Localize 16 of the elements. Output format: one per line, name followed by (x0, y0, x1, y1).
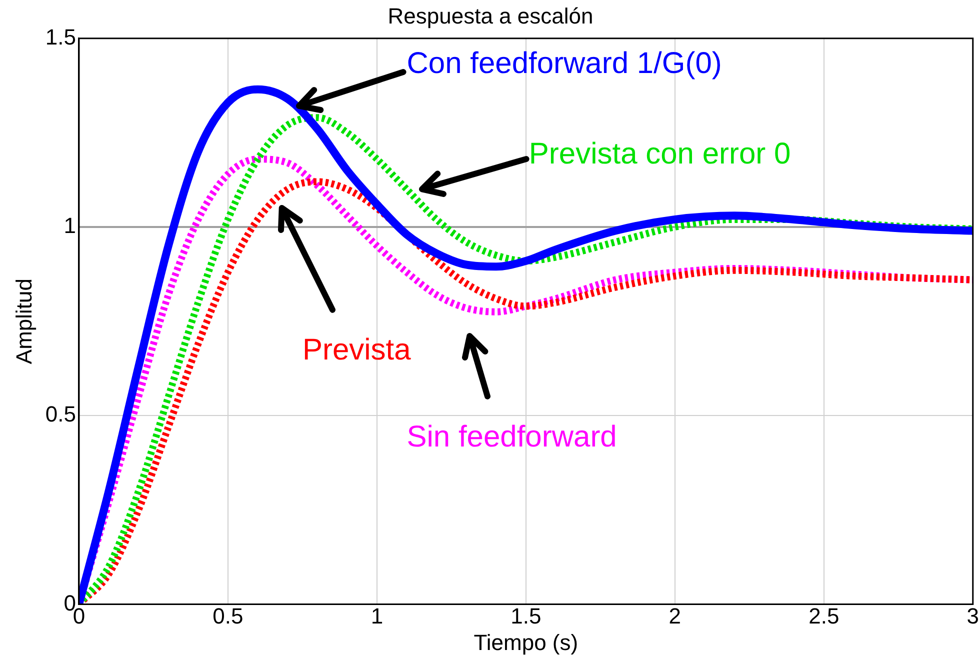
x-axis-title: Tiempo (s) (474, 630, 578, 655)
x-tick-label: 2.5 (808, 603, 840, 628)
x-tick-label: 1 (370, 603, 384, 628)
y-tick-label: 1.5 (45, 24, 76, 50)
x-tick-label: 0.5 (212, 603, 244, 628)
text: Con feedforward 1/G(0) (406, 47, 722, 80)
y-tick-label: 0.5 (45, 402, 76, 427)
x-tick-label: 3 (966, 603, 979, 628)
x-tick-label: 2 (668, 603, 682, 628)
y-tick-label: 1 (64, 213, 76, 238)
text: Prevista (302, 334, 412, 367)
series-label: Prevista con error 0 (528, 138, 791, 171)
text: Sin feedforward (406, 420, 617, 454)
chart-title: Respuesta a escalón (388, 3, 594, 28)
y-axis-title: Amplitud (11, 278, 36, 364)
x-tick-label: 1.5 (510, 603, 542, 628)
